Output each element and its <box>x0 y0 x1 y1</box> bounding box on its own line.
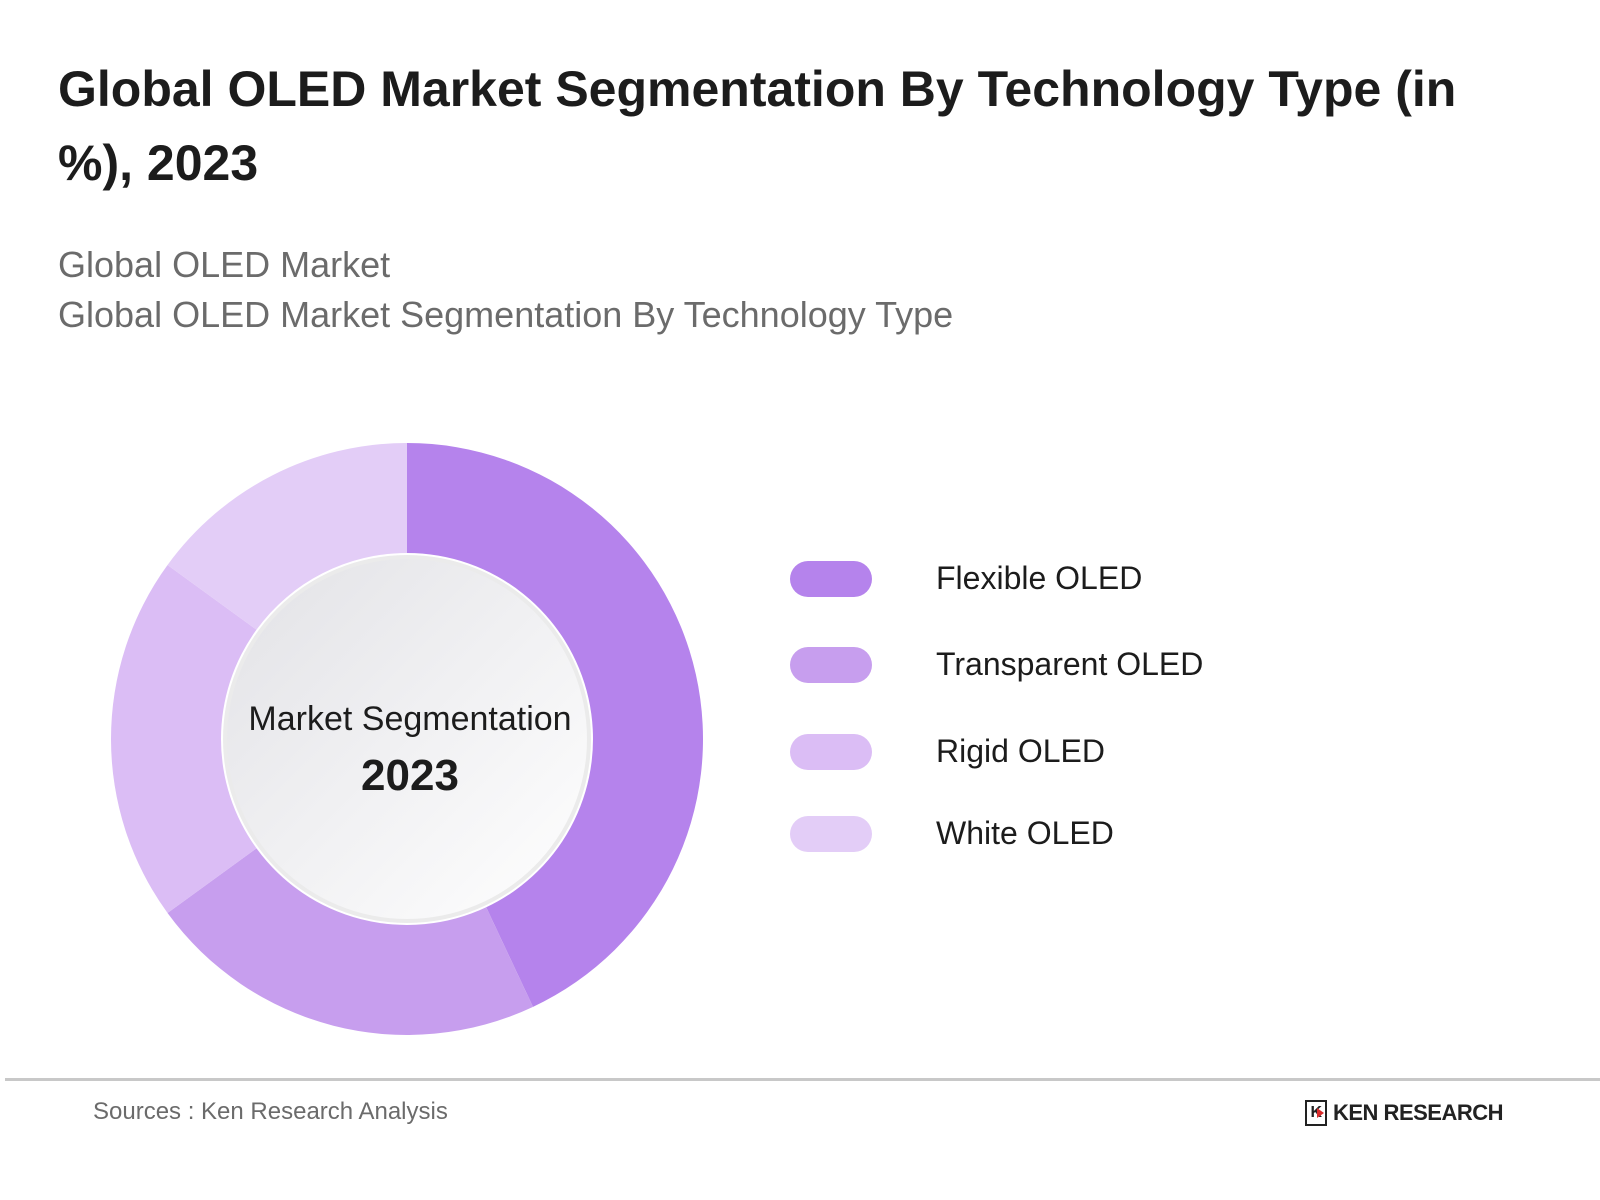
logo-text: KEN RESEARCH <box>1333 1100 1504 1125</box>
legend-swatch <box>790 560 872 597</box>
subtitle-segmentation: Global OLED Market Segmentation By Techn… <box>58 294 954 335</box>
slice-white-oled <box>167 443 407 630</box>
legend-item: Rigid OLED <box>790 733 1105 770</box>
center-label-text: Market Segmentation <box>248 700 572 738</box>
slice-rigid-oled <box>110 565 257 913</box>
subtitle-market: Global OLED Market <box>58 244 391 285</box>
legend-label: Flexible OLED <box>936 560 1143 596</box>
legend-swatch <box>790 815 872 852</box>
legend-item: White OLED <box>790 815 1114 852</box>
source-note: Sources : Ken Research Analysis <box>93 1098 448 1125</box>
chart-title: Global OLED Market Segmentation By Techn… <box>58 61 1457 191</box>
center-label-year: 2023 <box>361 751 459 800</box>
logo-k-icon: K <box>1305 1100 1327 1126</box>
legend-label: Rigid OLED <box>936 733 1105 769</box>
legend-swatch <box>790 733 872 770</box>
ken-research-logo: K KEN RESEARCH <box>1305 1100 1504 1126</box>
slice-flexible-oled <box>407 443 704 1007</box>
slice-transparent-oled <box>167 848 534 1035</box>
legend-item: Transparent OLED <box>790 646 1203 683</box>
center-circle <box>227 559 587 919</box>
center-label: Market Segmentation 2023 <box>230 700 590 801</box>
footer-divider <box>5 1078 1600 1081</box>
legend-label: Transparent OLED <box>936 646 1204 682</box>
legend-swatch <box>790 646 872 683</box>
legend-item: Flexible OLED <box>790 560 1142 597</box>
legend-label: White OLED <box>936 815 1114 851</box>
